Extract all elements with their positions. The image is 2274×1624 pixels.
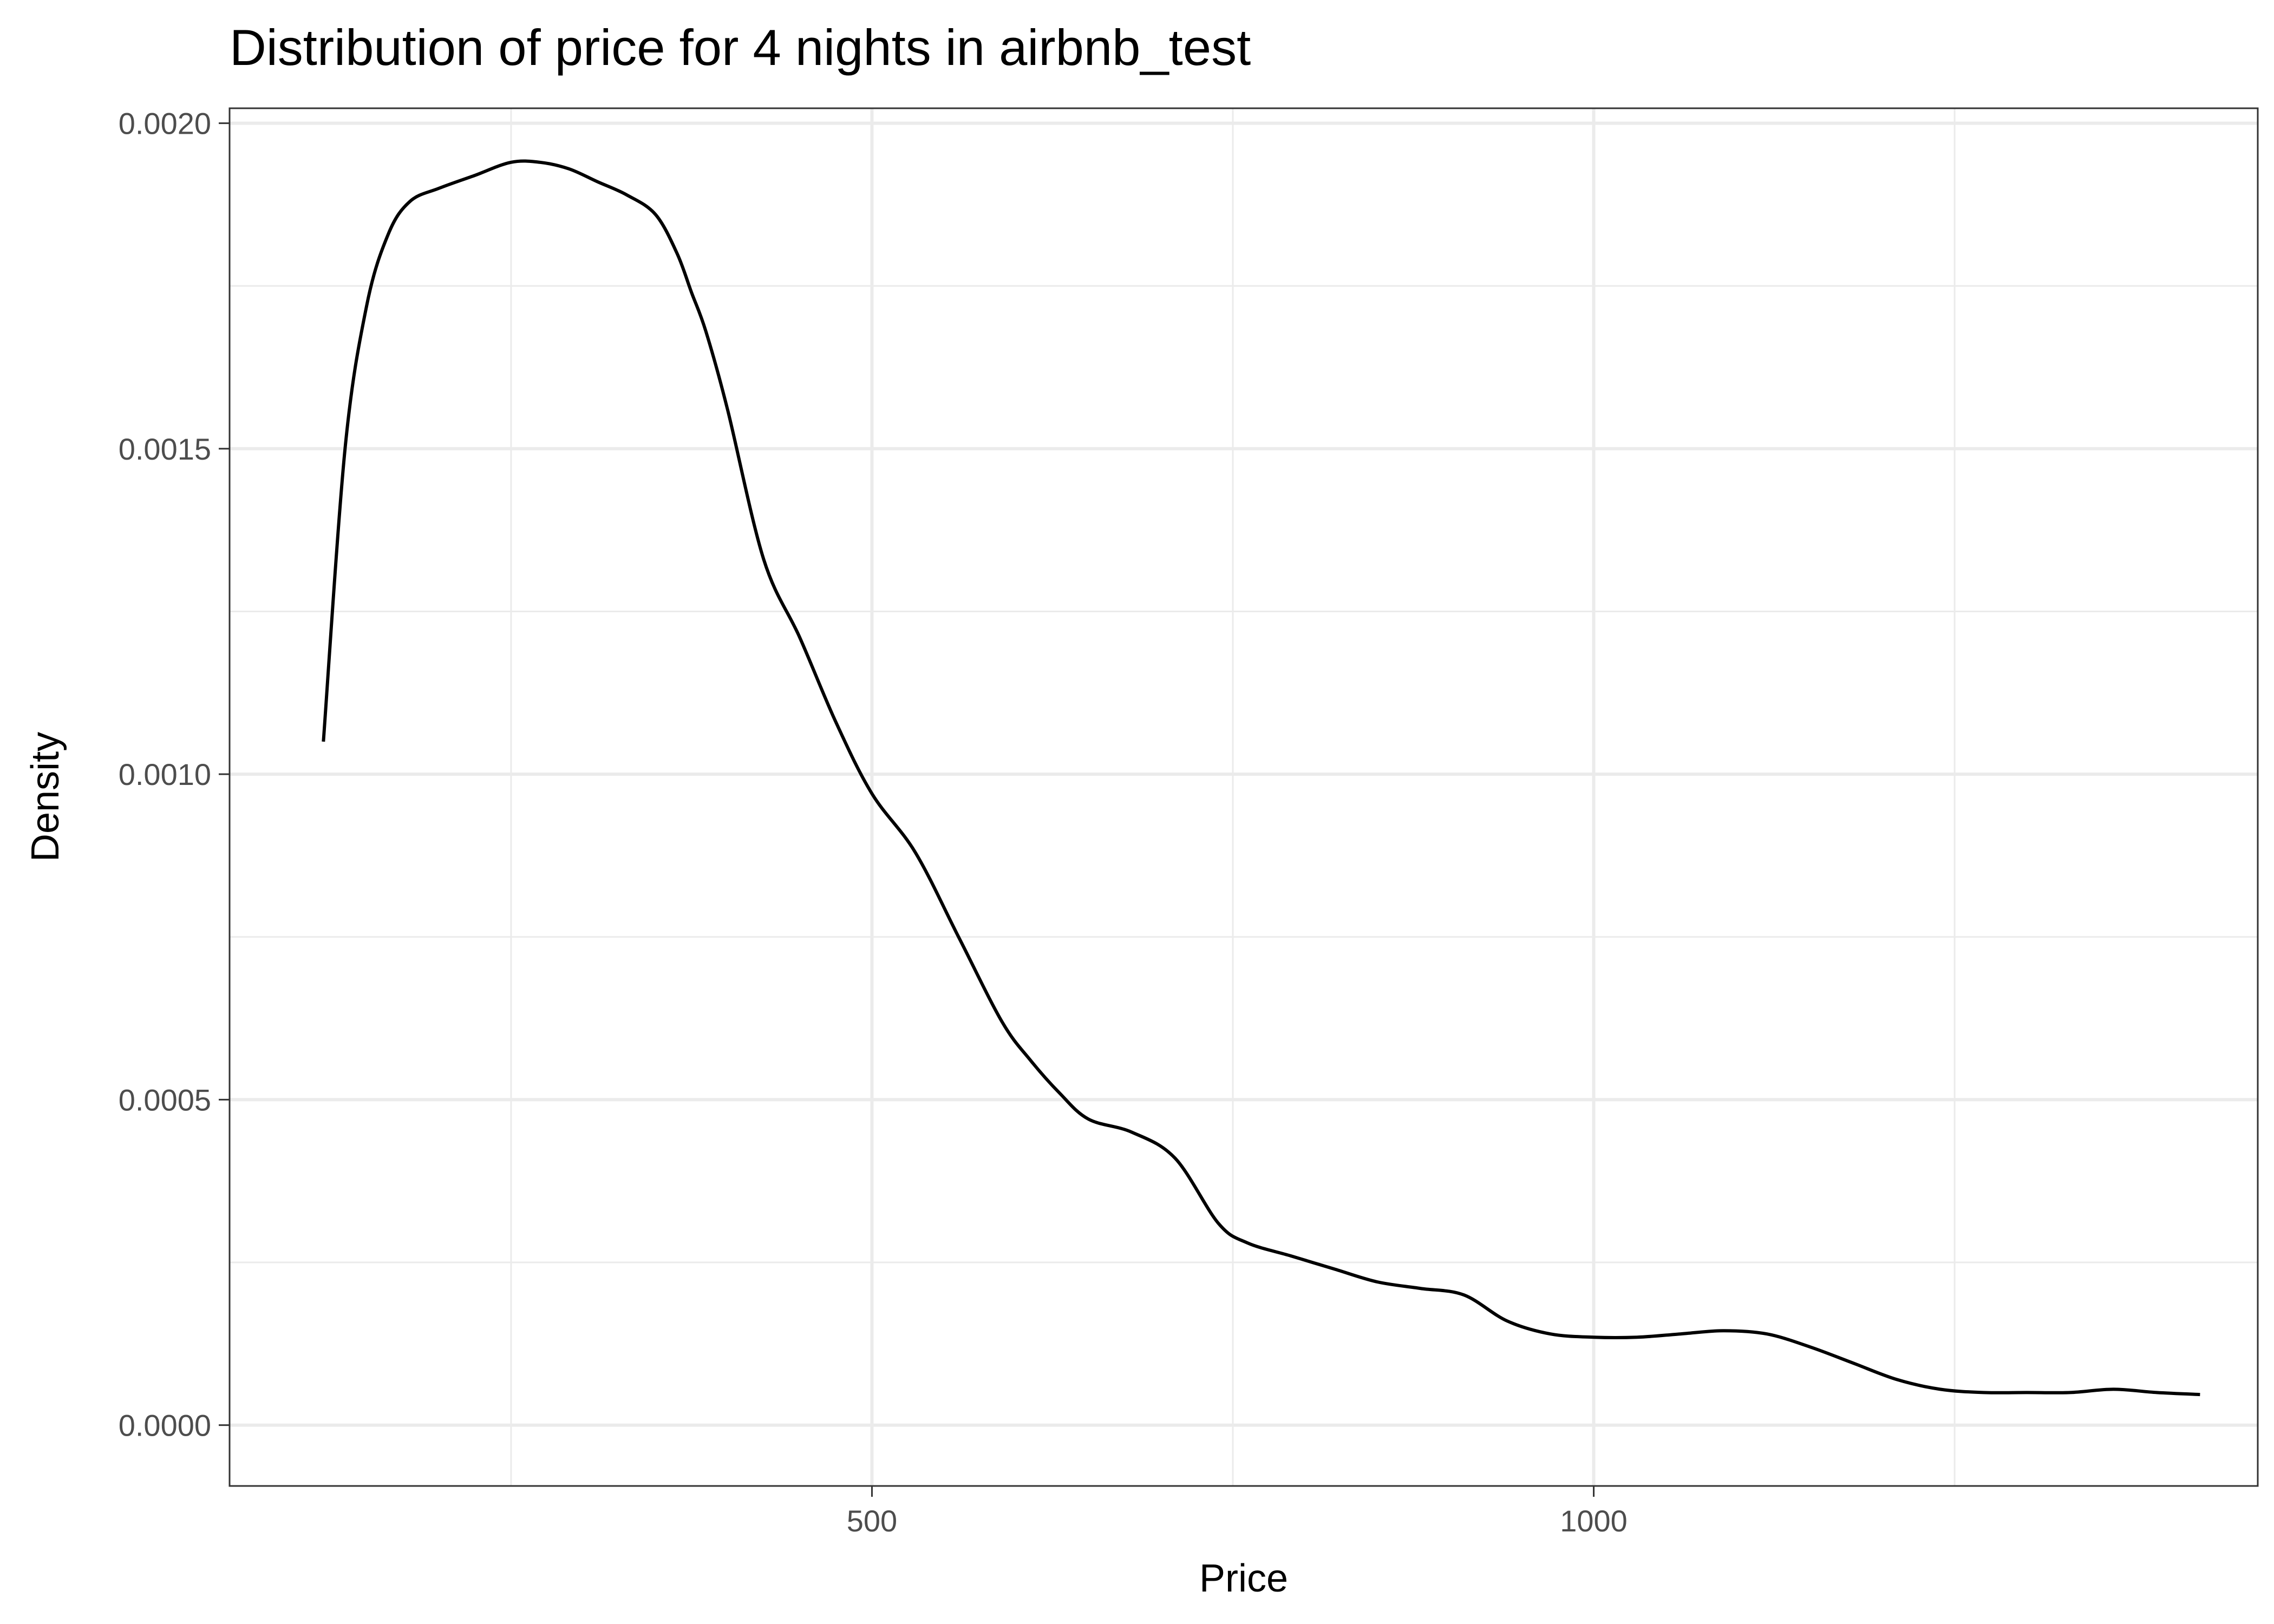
y-tick-label: 0.0020 [119, 107, 211, 141]
chart-title: Distribution of price for 4 nights in ai… [230, 19, 1251, 76]
density-curve [322, 159, 2200, 1397]
y-tick-label: 0.0015 [119, 432, 211, 466]
x-axis-title: Price [1199, 1557, 1288, 1600]
x-tick-label: 500 [847, 1504, 897, 1538]
plot-panel [230, 108, 2258, 1486]
major-grid [230, 108, 2258, 1486]
y-axis: 0.0000 0.0005 0.0010 0.0015 0.0020 [119, 107, 230, 1443]
y-axis-title: Density [24, 732, 67, 862]
y-tick-label: 0.0000 [119, 1409, 211, 1443]
y-tick-label: 0.0010 [119, 757, 211, 791]
x-axis: 500 1000 [847, 1486, 1628, 1538]
x-tick-label: 1000 [1560, 1504, 1628, 1538]
minor-grid [230, 108, 2258, 1486]
plot-border [228, 107, 2259, 1487]
y-tick-label: 0.0005 [119, 1083, 211, 1117]
